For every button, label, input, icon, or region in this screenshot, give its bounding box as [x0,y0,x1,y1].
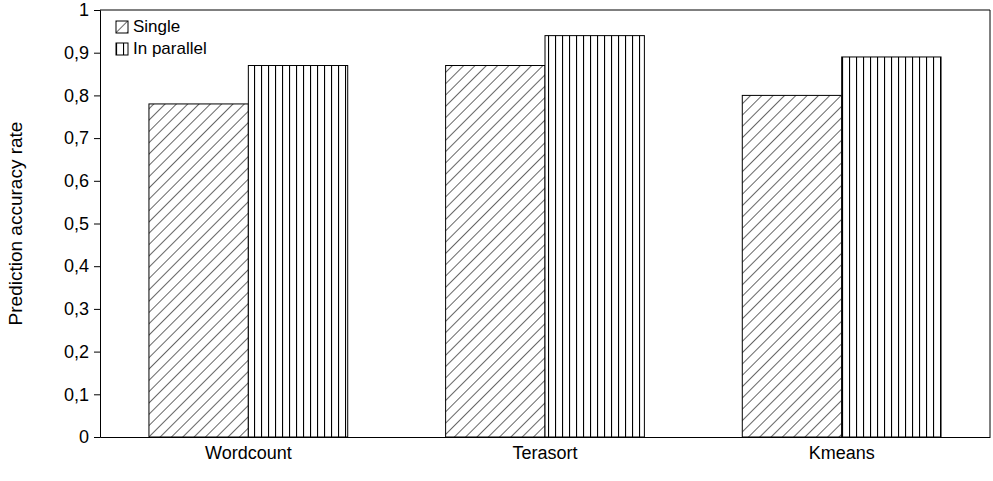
x-tick-label: Kmeans [809,443,875,463]
y-axis: 0 0,1 0,2 0,3 0,4 0,5 0,6 0,7 0,8 0,9 1 [64,0,101,447]
y-tick-mark [94,53,100,54]
x-tick-label: Wordcount [205,443,292,463]
y-tick: 0 [79,427,100,447]
legend-swatch [116,43,128,55]
y-tick-label: 0,2 [64,342,89,362]
y-tick: 0,8 [64,86,100,106]
x-tick: Kmeans [809,437,875,463]
y-tick: 1 [79,0,100,20]
x-tick: Terasort [512,437,577,463]
bar [842,57,941,437]
y-tick-mark [94,394,100,395]
y-tick-label: 0,5 [64,214,89,234]
y-axis-line [94,11,101,438]
y-tick: 0,6 [64,171,100,191]
bar [248,66,347,437]
chart: 0 0,1 0,2 0,3 0,4 0,5 0,6 0,7 0,8 0,9 1 Wordcount Te… [0,0,993,481]
bar [545,36,644,437]
x-tick-label: Terasort [512,443,577,463]
y-tick-label: 0,3 [64,299,89,319]
bar [742,95,841,437]
y-axis-title: Prediction accuracy rate [5,122,26,326]
y-tick-mark [94,309,100,310]
y-tick-mark [94,352,100,353]
y-tick-label: 0,7 [64,128,89,148]
legend-swatch [116,21,128,33]
y-tick-label: 1 [79,0,89,20]
y-tick-mark [94,224,100,225]
y-tick-label: 0,9 [64,43,89,63]
bars [149,36,941,437]
x-tick: Wordcount [205,437,292,463]
legend-label: Single [133,17,180,36]
y-tick: 0,2 [64,342,100,362]
y-tick-label: 0 [79,427,89,447]
frame [100,10,990,437]
bar [446,66,545,437]
y-tick-label: 0,6 [64,171,89,191]
plot: 0 0,1 0,2 0,3 0,4 0,5 0,6 0,7 0,8 0,9 1 Wordcount Te… [64,0,991,463]
y-tick: 0,9 [64,43,100,63]
y-tick-mark [94,138,100,139]
legend-item: In parallel [116,39,207,58]
y-tick: 0,3 [64,299,100,319]
y-tick-label: 0,1 [64,385,89,405]
y-tick: 0,5 [64,214,100,234]
y-tick: 0,4 [64,256,100,276]
y-tick-mark [94,10,100,11]
x-axis-line [101,437,991,438]
y-tick-mark [94,437,100,438]
legend: Single In parallel [116,17,207,58]
bar [149,104,248,437]
y-tick: 0,7 [64,128,100,148]
x-axis: Wordcount Terasort Kmeans [101,437,991,463]
y-tick-label: 0,4 [64,256,89,276]
y-tick-mark [94,266,100,267]
y-tick-mark [94,181,100,182]
y-tick-label: 0,8 [64,86,89,106]
y-tick-mark [94,95,100,96]
legend-item: Single [116,17,180,36]
y-tick: 0,1 [64,385,100,405]
legend-label: In parallel [133,39,207,58]
